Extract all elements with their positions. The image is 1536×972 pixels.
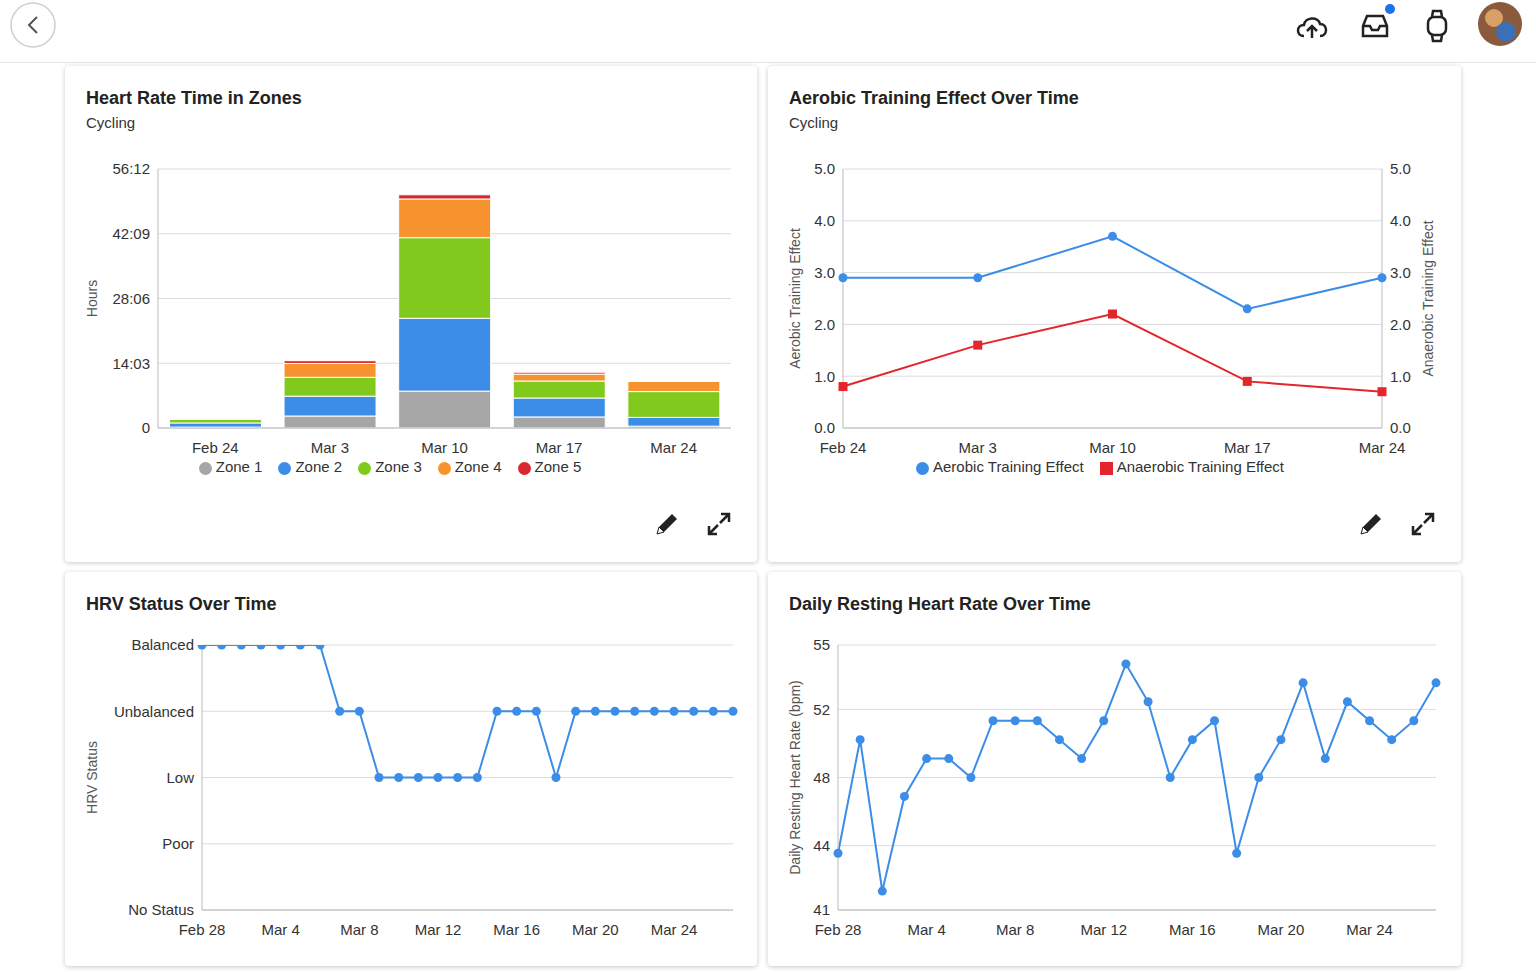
svg-text:Feb 24: Feb 24 [192,439,239,456]
svg-text:Anaerobic Training Effect: Anaerobic Training Effect [1420,220,1436,376]
svg-text:55: 55 [813,636,830,653]
svg-text:Mar 10: Mar 10 [421,439,468,456]
svg-text:0: 0 [142,419,150,436]
svg-text:48: 48 [813,769,830,786]
svg-text:No Status: No Status [128,901,194,918]
html-text:Zone 3: Zone 3 [375,458,422,475]
svg-text:2.0: 2.0 [814,316,835,333]
svg-text:Aerobic Training Effect: Aerobic Training Effect [787,228,803,369]
svg-text:52: 52 [813,701,830,718]
svg-text:41: 41 [813,901,830,918]
svg-text:4.0: 4.0 [1390,212,1411,229]
svg-text:Mar 24: Mar 24 [651,921,698,938]
svg-text:44: 44 [813,837,830,854]
html-text:Zone 4: Zone 4 [454,458,502,475]
svg-text:0.0: 0.0 [814,419,835,436]
svg-text:Low: Low [166,769,194,786]
svg-text:Mar 12: Mar 12 [415,921,462,938]
svg-text:Mar 4: Mar 4 [261,921,299,938]
svg-text:Mar 8: Mar 8 [996,921,1034,938]
svg-text:0.0: 0.0 [1390,419,1411,436]
svg-text:42:09: 42:09 [112,225,150,242]
svg-text:Mar 24: Mar 24 [1359,439,1406,456]
html-text:Anaerobic Training Effect: Anaerobic Training Effect [1116,458,1284,475]
svg-text:Mar 8: Mar 8 [340,921,378,938]
svg-text:Mar 3: Mar 3 [959,439,997,456]
svg-text:Feb 24: Feb 24 [820,439,867,456]
html-text:Daily Resting Heart Rate Over: Daily Resting Heart Rate Over Time [789,594,1091,614]
svg-text:Mar 16: Mar 16 [1169,921,1216,938]
svg-text:Mar 16: Mar 16 [493,921,540,938]
svg-text:28:06: 28:06 [112,290,150,307]
svg-text:Balanced: Balanced [131,636,194,653]
svg-text:Feb 28: Feb 28 [179,921,226,938]
html-text:Zone 2: Zone 2 [295,458,343,475]
svg-text:HRV Status: HRV Status [84,741,100,814]
svg-text:4.0: 4.0 [814,212,835,229]
svg-text:2.0: 2.0 [1390,316,1411,333]
svg-text:Daily Resting Heart Rate (bpm): Daily Resting Heart Rate (bpm) [787,680,803,875]
html-text:Cycling: Cycling [86,114,136,131]
svg-text:Poor: Poor [162,835,194,852]
svg-text:Hours: Hours [84,280,100,317]
svg-text:1.0: 1.0 [814,368,835,385]
svg-text:Mar 4: Mar 4 [907,921,945,938]
html-text:Aerobic Training Effect: Aerobic Training Effect [933,458,1084,475]
svg-text:Mar 10: Mar 10 [1089,439,1136,456]
html-text:Zone 5: Zone 5 [534,458,582,475]
svg-text:Mar 20: Mar 20 [1258,921,1305,938]
html-text:Aerobic Training Effect Over T: Aerobic Training Effect Over Time [789,88,1079,108]
svg-text:Mar 24: Mar 24 [1346,921,1393,938]
svg-text:Mar 17: Mar 17 [1224,439,1271,456]
svg-text:5.0: 5.0 [1390,160,1411,177]
svg-text:3.0: 3.0 [1390,264,1411,281]
svg-text:Mar 3: Mar 3 [311,439,349,456]
html-text:Cycling: Cycling [789,114,839,131]
svg-text:14:03: 14:03 [112,355,150,372]
html-text:HRV Status Over Time: HRV Status Over Time [86,594,277,614]
html-text:Zone 1: Zone 1 [215,458,263,475]
svg-text:Mar 24: Mar 24 [650,439,697,456]
svg-text:Mar 12: Mar 12 [1080,921,1127,938]
svg-text:1.0: 1.0 [1390,368,1411,385]
svg-text:3.0: 3.0 [814,264,835,281]
svg-text:Mar 17: Mar 17 [536,439,583,456]
html-text:Heart Rate Time in Zones: Heart Rate Time in Zones [86,88,302,108]
svg-text:Feb 28: Feb 28 [815,921,862,938]
svg-text:5.0: 5.0 [814,160,835,177]
svg-text:Unbalanced: Unbalanced [114,703,194,720]
svg-text:Mar 20: Mar 20 [572,921,619,938]
svg-text:56:12: 56:12 [112,160,150,177]
